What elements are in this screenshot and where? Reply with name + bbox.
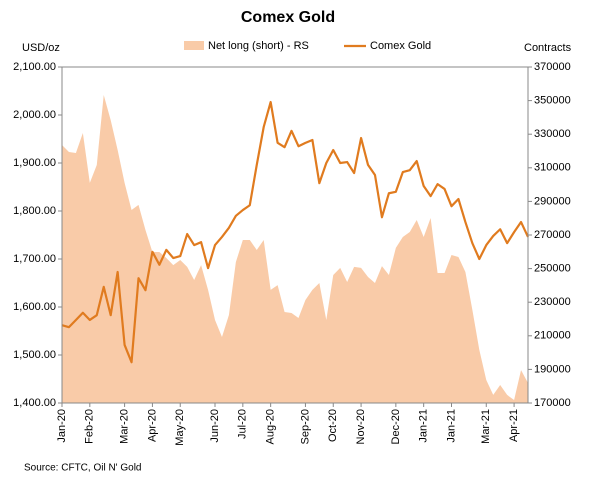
- y2-tick-label: 230000: [534, 296, 571, 308]
- x-tick-label: Dec-20: [390, 409, 402, 444]
- y-tick-label: 1,900.00: [13, 157, 56, 169]
- x-tick-label: Mar-21: [480, 409, 492, 444]
- legend-label: Comex Gold: [370, 40, 431, 52]
- x-tick-label: Feb-20: [84, 409, 96, 444]
- y-tick-label: 1,400.00: [13, 397, 56, 409]
- x-tick-label: Aug-20: [265, 409, 277, 444]
- y2-tick-label: 290000: [534, 195, 571, 207]
- y2-tick-label: 370000: [534, 61, 571, 73]
- y-tick-label: 1,500.00: [13, 349, 56, 361]
- area: [62, 95, 528, 403]
- x-tick-label: Apr-21: [508, 409, 520, 442]
- x-tick-label: Mar-20: [119, 409, 131, 444]
- x-tick-label: Nov-20: [355, 409, 367, 444]
- x-tick-label: Jan-21: [445, 409, 457, 443]
- y-tick-label: 2,100.00: [13, 61, 56, 73]
- y2-tick-label: 190000: [534, 363, 571, 375]
- x-tick-label: Jul-20: [237, 409, 249, 439]
- y-axis-label: USD/oz: [22, 42, 60, 54]
- y2-tick-label: 210000: [534, 330, 571, 342]
- y-tick-label: 1,700.00: [13, 253, 56, 265]
- x-tick-label: Jun-20: [209, 409, 221, 443]
- y2-tick-label: 330000: [534, 128, 571, 140]
- y2-tick-label: 250000: [534, 263, 571, 275]
- x-tick-label: Sep-20: [299, 409, 311, 444]
- chart-title: Comex Gold: [241, 9, 335, 26]
- legend-swatch: [184, 41, 204, 50]
- x-tick-label: Apr-20: [146, 409, 158, 442]
- y2-tick-label: 310000: [534, 162, 571, 174]
- legend-label: Net long (short) - RS: [208, 40, 309, 52]
- x-tick-label: Oct-20: [327, 409, 339, 442]
- y-tick-label: 2,000.00: [13, 109, 56, 121]
- y2-axis-label: Contracts: [524, 42, 572, 54]
- y2-tick-label: 350000: [534, 95, 571, 107]
- y2-tick-label: 270000: [534, 229, 571, 241]
- x-tick-label: Jan-21: [418, 409, 430, 443]
- x-tick-label: May-20: [174, 409, 186, 446]
- y-tick-label: 1,600.00: [13, 301, 56, 313]
- x-tick-label: Jan-20: [56, 409, 68, 443]
- source: Source: CFTC, Oil N' Gold: [24, 463, 142, 474]
- y-tick-label: 1,800.00: [13, 205, 56, 217]
- y2-tick-label: 170000: [534, 397, 571, 409]
- line: [61, 100, 529, 364]
